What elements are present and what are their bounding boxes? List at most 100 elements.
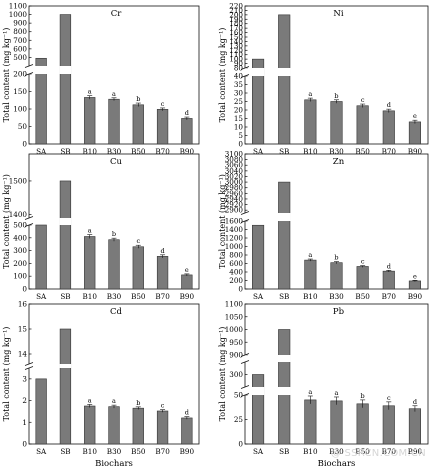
y-tick-label: 50 xyxy=(234,391,244,400)
bar-b90 xyxy=(181,118,193,145)
bar-b70 xyxy=(156,109,169,145)
bar-b10 xyxy=(84,405,96,445)
bar-b70 xyxy=(156,410,169,445)
significance-letter: c xyxy=(387,394,391,402)
y-tick-label: 25 xyxy=(234,97,244,106)
bar-break-gap xyxy=(59,364,72,368)
y-axis-label: Total content (mg kg⁻¹) xyxy=(2,28,11,123)
x-tick-label: B90 xyxy=(180,147,195,156)
y-tick-label: 80 xyxy=(234,64,244,73)
bar-sa xyxy=(252,374,265,445)
x-tick-label: B30 xyxy=(107,292,122,301)
bar-b30 xyxy=(108,239,120,290)
x-tick-label: B90 xyxy=(408,147,423,156)
x-tick-label: B30 xyxy=(329,447,344,456)
significance-letter: c xyxy=(361,96,365,104)
bar-b30 xyxy=(108,406,120,445)
x-tick-label: B30 xyxy=(329,292,344,301)
bar-b50 xyxy=(132,104,144,145)
x-tick-label: B50 xyxy=(355,147,370,156)
axis-break-gap xyxy=(27,364,31,368)
y-tick-label: 14 xyxy=(18,350,28,359)
x-tick-label: B90 xyxy=(408,447,423,456)
bar-break-gap xyxy=(251,387,265,395)
significance-letter: c xyxy=(361,258,365,266)
bar-sb xyxy=(278,329,291,445)
bar-break-gap xyxy=(251,68,265,76)
bar-b30 xyxy=(330,101,343,145)
axis-break-mark xyxy=(240,385,250,389)
significance-letter: e xyxy=(185,266,189,274)
axis-break-mark xyxy=(24,64,34,68)
x-tick-label: B10 xyxy=(82,447,97,456)
bar-b30 xyxy=(330,262,343,290)
y-tick-label: 2960 xyxy=(225,189,244,198)
significance-letter: b xyxy=(334,254,338,262)
x-axis-label: Biochars xyxy=(95,459,133,468)
y-tick-label: 2920 xyxy=(225,200,244,209)
y-tick-label: 400 xyxy=(13,233,27,242)
axis-break-mark xyxy=(240,360,250,364)
y-tick-label: 200 xyxy=(229,10,243,19)
significance-letter: a xyxy=(88,227,92,235)
x-tick-label: SB xyxy=(60,292,70,301)
y-tick-label: 600 xyxy=(229,259,243,268)
y-axis-label: Total content (mg kg⁻¹) xyxy=(218,28,227,123)
x-tick-label: SA xyxy=(253,292,264,301)
y-tick-label: 1100 xyxy=(9,2,28,11)
y-tick-label: 150 xyxy=(229,33,243,42)
y-tick-label: 15 xyxy=(234,114,244,123)
y-tick-label: 10 xyxy=(234,123,244,132)
y-tick-label: 3060 xyxy=(225,161,244,170)
y-axis-label: Total content (mg kg⁻¹) xyxy=(2,174,11,269)
y-tick-label: 500 xyxy=(13,53,27,62)
axis-break-mark xyxy=(24,366,34,370)
bar-b90 xyxy=(181,417,193,445)
x-tick-label: B50 xyxy=(355,447,370,456)
y-tick-label: 2 xyxy=(22,396,27,405)
y-tick-label: 950 xyxy=(229,338,243,347)
y-tick-label: 30 xyxy=(234,89,244,98)
y-tick-label: 130 xyxy=(229,41,243,50)
y-tick-label: 220 xyxy=(229,2,243,11)
y-tick-label: 800 xyxy=(229,251,243,260)
bar-b10 xyxy=(304,399,317,445)
x-tick-label: SB xyxy=(60,447,70,456)
significance-letter: a xyxy=(88,88,92,96)
bar-break-gap xyxy=(277,68,291,76)
y-tick-label: 20 xyxy=(234,106,244,115)
axis-break-mark xyxy=(240,66,250,70)
chart-panel-cd: Cd 0 1 2 3 14 15 16 Total content (mg kg⁻¹) SA SB a… xyxy=(2,300,200,468)
y-tick-label: 2980 xyxy=(225,183,244,192)
y-tick-label: 200 xyxy=(13,70,27,79)
bar-sa xyxy=(35,57,47,145)
y-tick-label: 140 xyxy=(229,37,243,46)
x-tick-label: B10 xyxy=(82,147,97,156)
y-tick-label: 3 xyxy=(22,374,27,383)
x-tick-label: B70 xyxy=(155,447,170,456)
x-tick-label: SA xyxy=(36,292,47,301)
y-tick-label: 3100 xyxy=(225,150,244,159)
y-tick-label: 15 xyxy=(18,325,28,334)
x-tick-label: B50 xyxy=(131,292,146,301)
bar-sa xyxy=(252,58,265,145)
y-tick-label: 1200 xyxy=(225,234,244,243)
x-tick-label: B30 xyxy=(107,147,122,156)
y-tick-label: 900 xyxy=(229,351,243,360)
significance-letter: c xyxy=(136,237,140,245)
chart-panel-zn: Zn02004006008001000120014001600290029202… xyxy=(218,150,429,301)
bar-break-gap xyxy=(35,66,47,74)
axis-break-mark xyxy=(240,74,250,78)
x-tick-label: B10 xyxy=(303,292,318,301)
x-tick-label: SB xyxy=(60,147,70,156)
y-tick-label: 200 xyxy=(13,259,27,268)
y-tick-label: 1000 xyxy=(9,10,28,19)
significance-letter: d xyxy=(413,398,417,406)
y-tick-label: 3080 xyxy=(225,155,244,164)
significance-letter: d xyxy=(185,109,189,117)
y-tick-label: 200 xyxy=(229,276,243,285)
y-tick-label: 2900 xyxy=(225,206,244,215)
x-tick-label: B10 xyxy=(303,447,318,456)
y-tick-label: 1400 xyxy=(225,225,244,234)
panel-title: Ni xyxy=(333,9,343,19)
